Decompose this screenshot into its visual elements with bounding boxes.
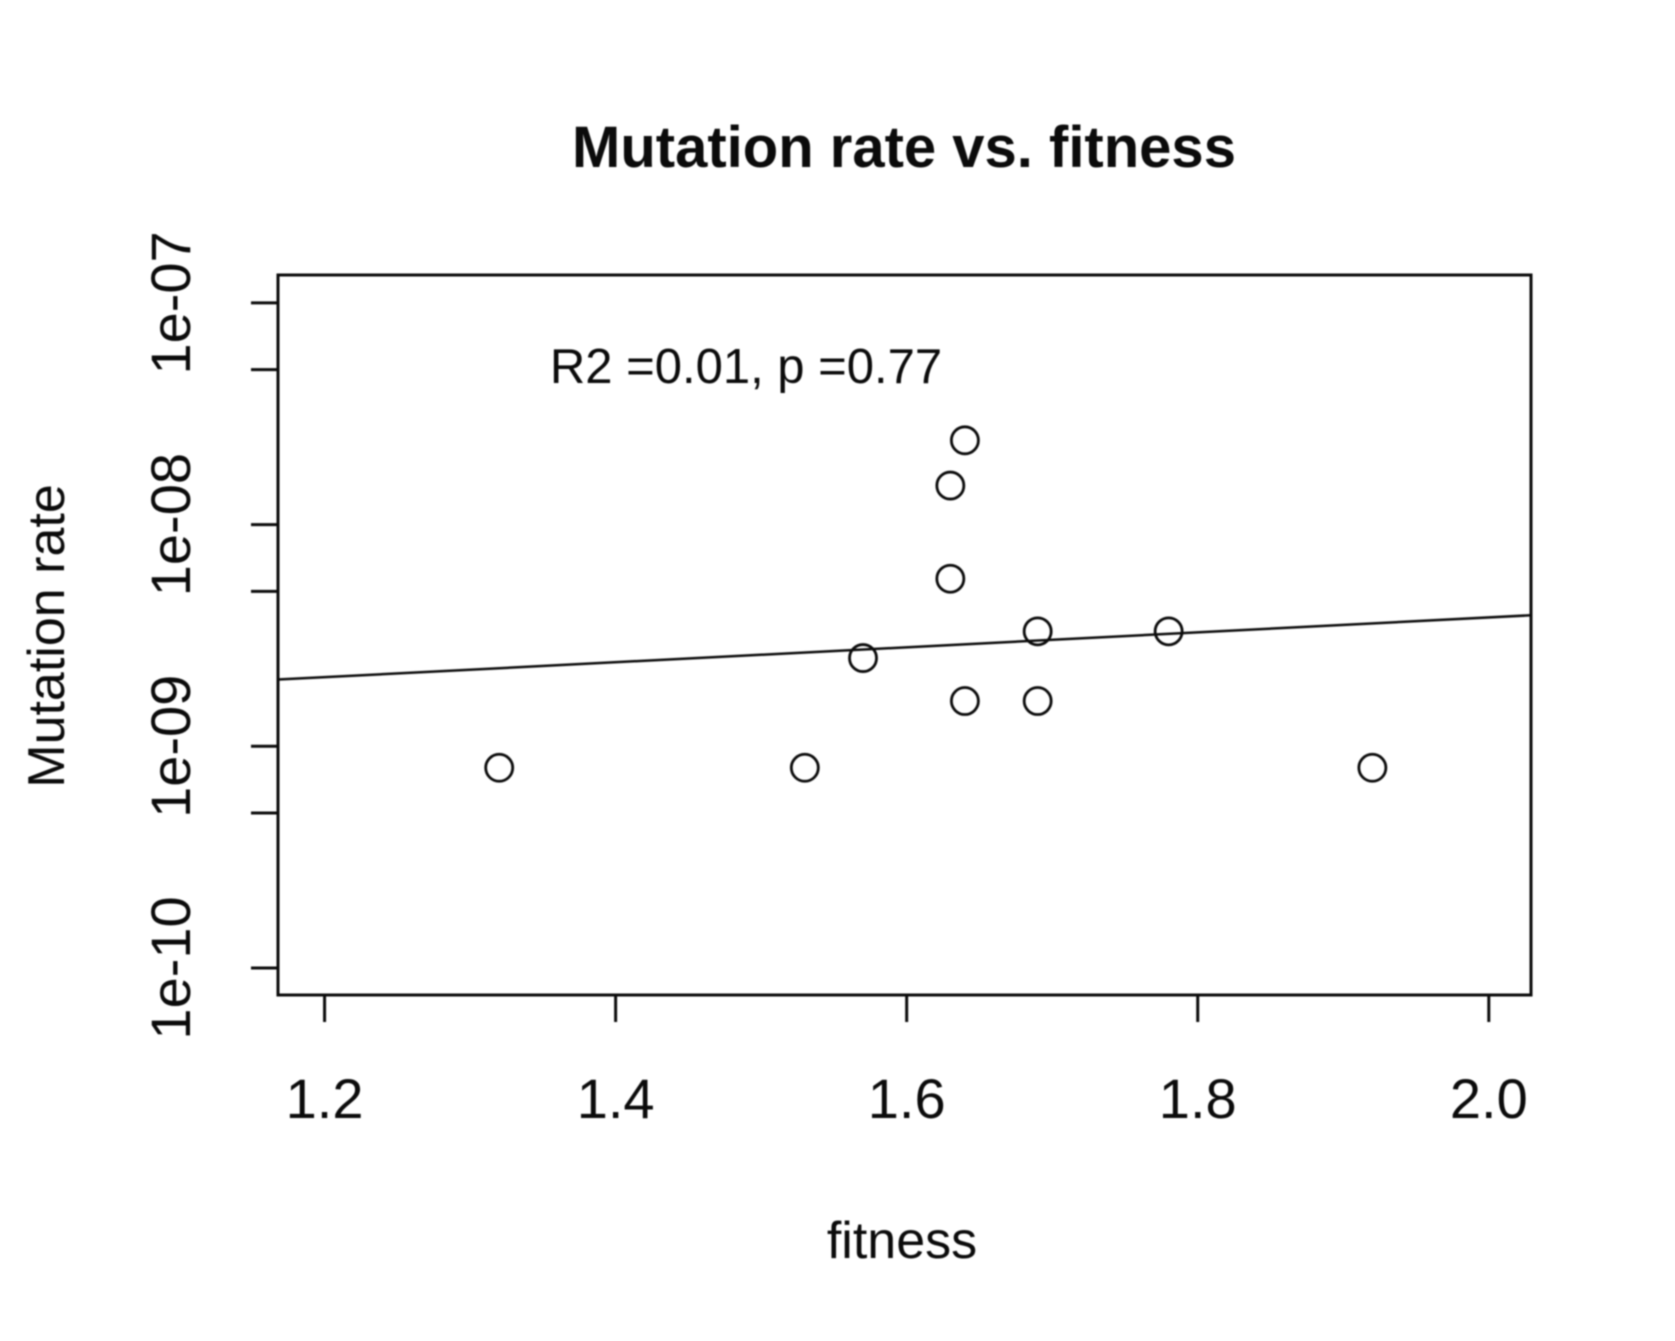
y-tick-label: 1e-10 bbox=[139, 896, 202, 1039]
data-point bbox=[1153, 616, 1184, 647]
x-tick-label: 1.8 bbox=[1159, 1067, 1237, 1130]
y-axis-ticks: 1e-07 1e-08 1e-09 1e-10 bbox=[139, 231, 278, 1040]
data-point bbox=[1357, 752, 1388, 783]
data-point bbox=[789, 752, 820, 783]
data-point bbox=[1022, 616, 1053, 647]
x-tick-label: 2.0 bbox=[1450, 1067, 1528, 1130]
y-axis-label: Mutation rate bbox=[18, 484, 76, 788]
x-tick-label: 1.6 bbox=[868, 1067, 946, 1130]
data-point bbox=[949, 425, 980, 456]
data-points bbox=[484, 425, 1388, 783]
chart-title: Mutation rate vs. fitness bbox=[572, 115, 1236, 180]
data-point bbox=[949, 686, 980, 716]
y-tick-label: 1e-08 bbox=[139, 453, 202, 596]
data-point bbox=[848, 643, 878, 673]
data-point bbox=[1022, 686, 1053, 716]
data-point bbox=[935, 470, 966, 501]
x-tick-label: 1.4 bbox=[577, 1067, 655, 1130]
plot-box bbox=[276, 273, 1533, 997]
y-tick-label: 1e-07 bbox=[139, 231, 202, 374]
regression-line bbox=[277, 614, 1532, 681]
x-tick-label: 1.2 bbox=[286, 1067, 364, 1130]
y-tick-label: 1e-09 bbox=[139, 675, 202, 818]
data-point bbox=[935, 563, 966, 594]
x-axis-ticks: 1.2 1.4 1.6 1.8 2.0 bbox=[286, 995, 1528, 1130]
x-axis-label: fitness bbox=[827, 1212, 977, 1270]
data-point bbox=[484, 752, 515, 783]
regression-line-group bbox=[277, 614, 1532, 681]
annotation-r2-p: R2 =0.01, p =0.77 bbox=[550, 340, 942, 394]
